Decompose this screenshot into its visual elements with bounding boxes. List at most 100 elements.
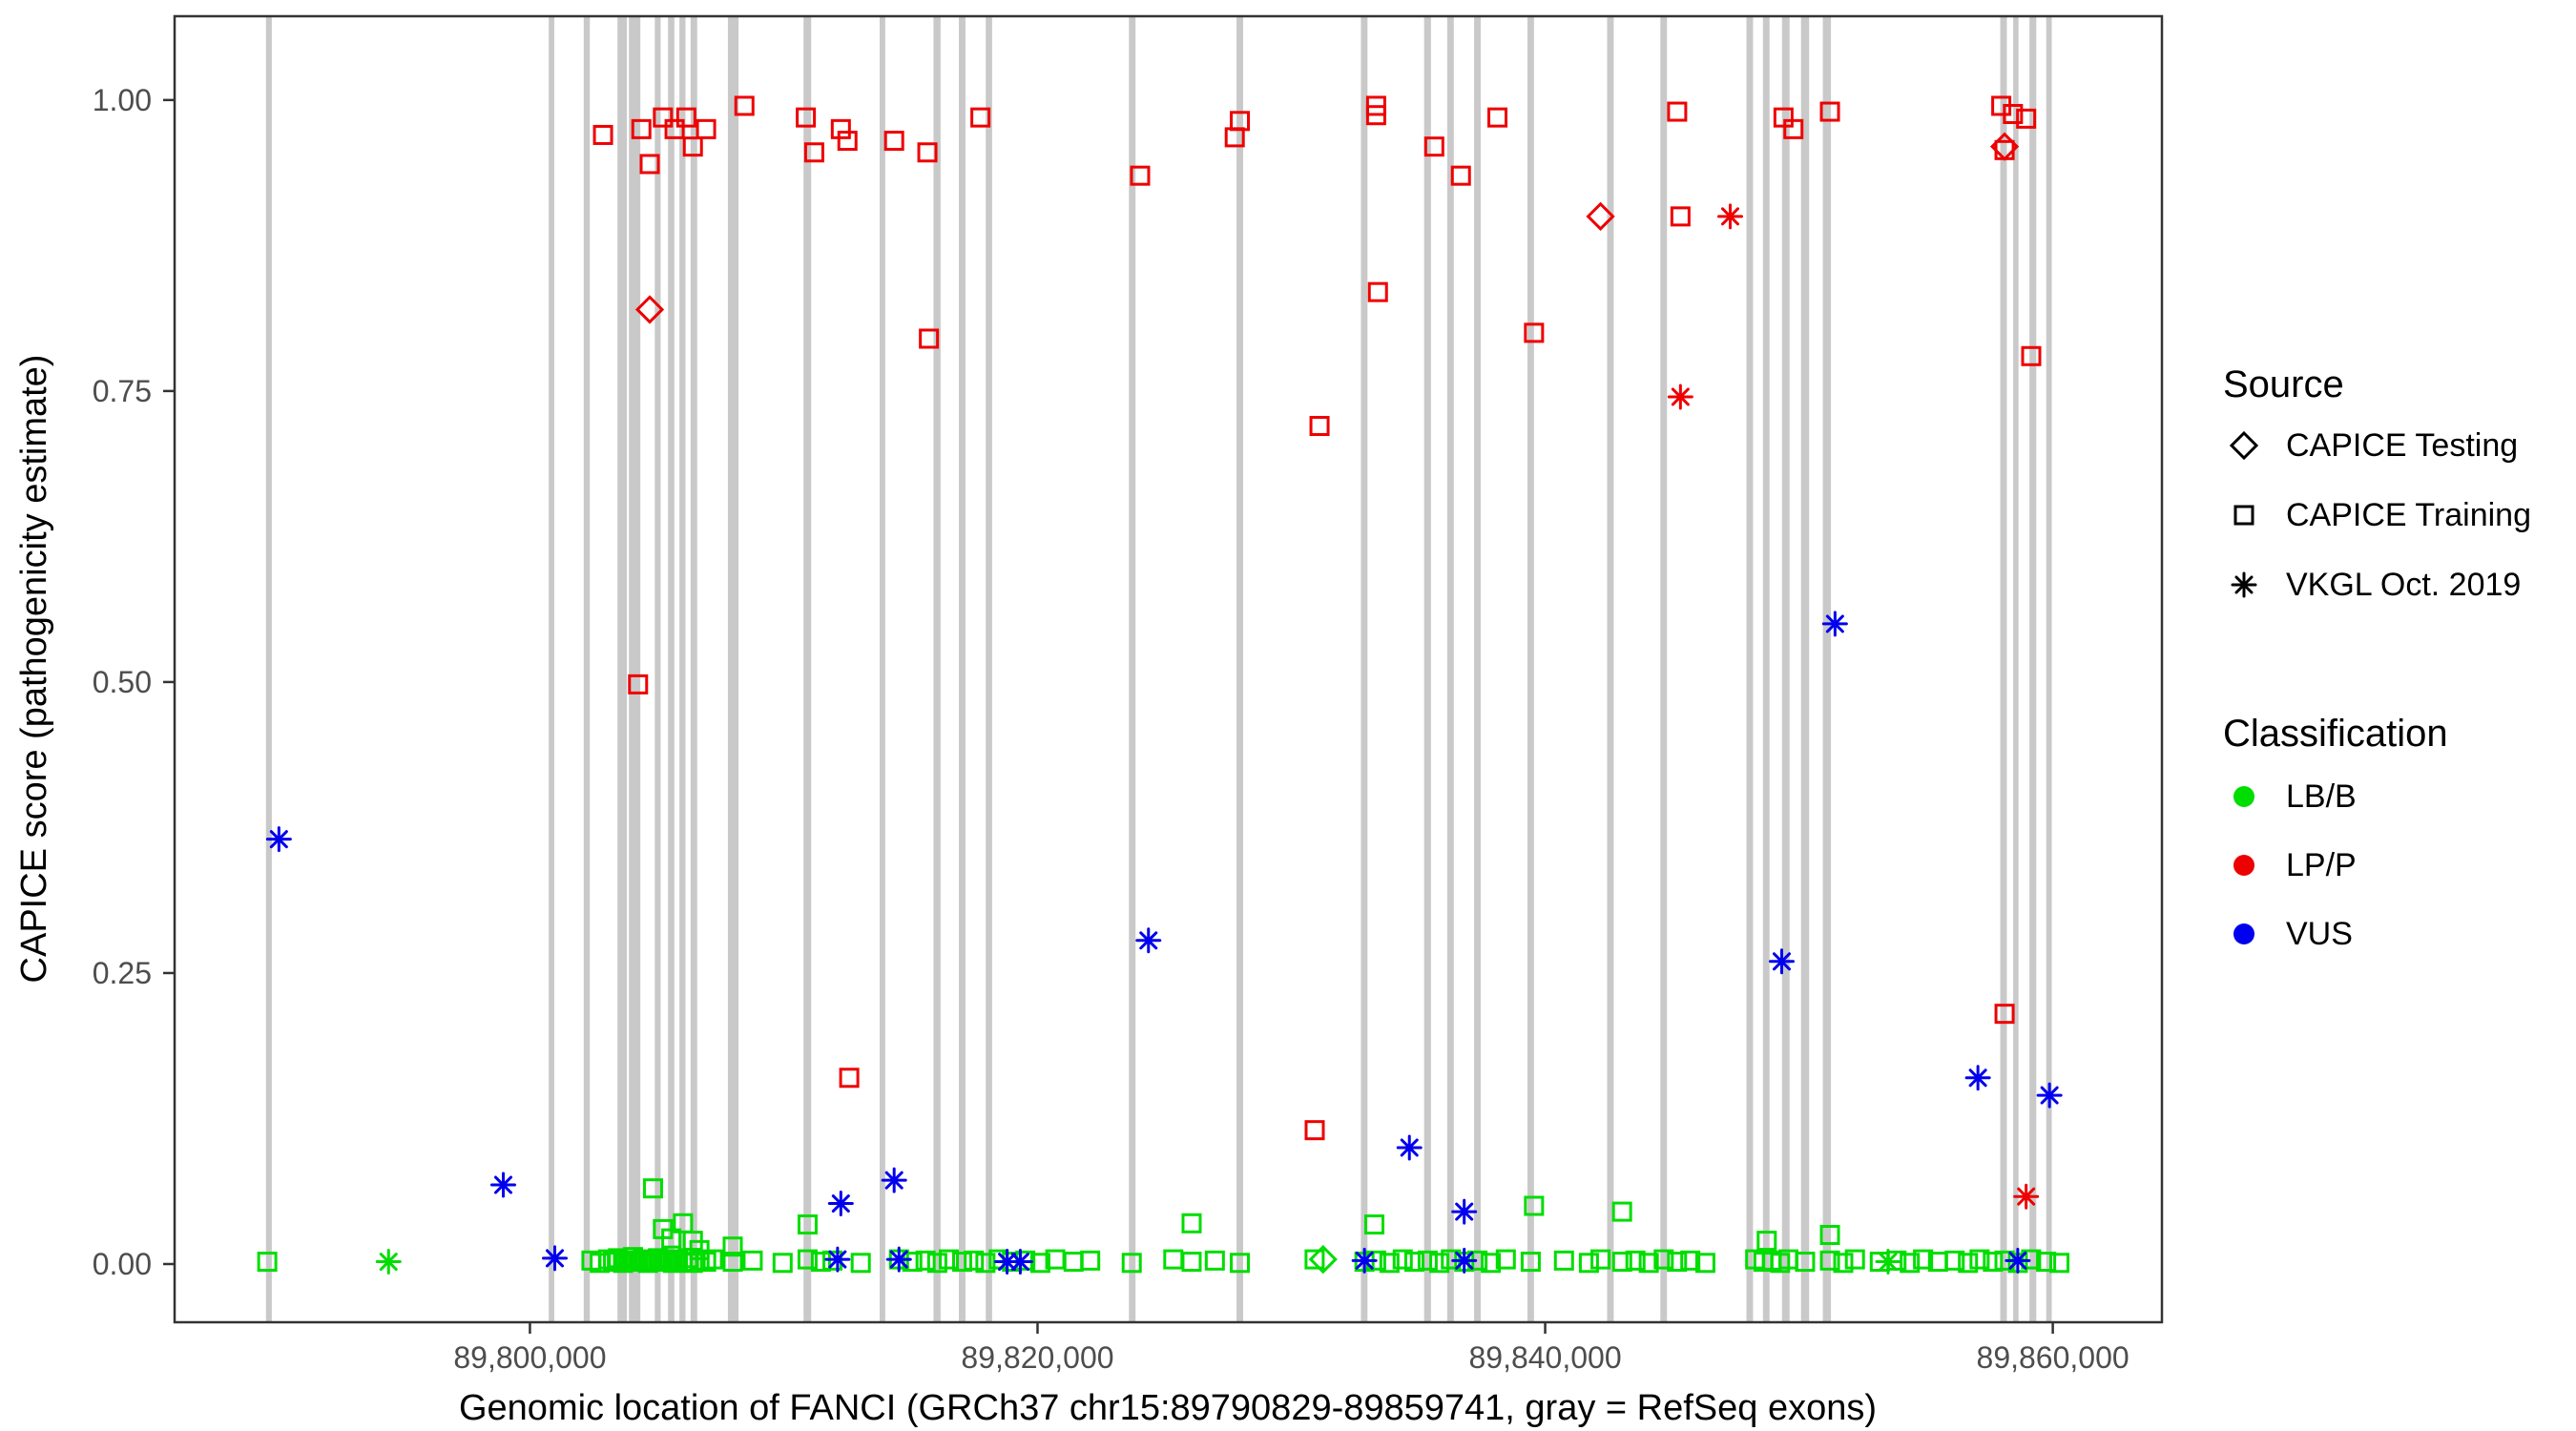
legend-source-item: VKGL Oct. 2019 bbox=[2231, 567, 2521, 603]
exon-bar bbox=[933, 16, 941, 1322]
legend-color-dot bbox=[2233, 786, 2254, 807]
point-square bbox=[975, 1253, 996, 1274]
point-square bbox=[2036, 1252, 2057, 1273]
point-square bbox=[830, 118, 851, 139]
exon-bar bbox=[1781, 16, 1790, 1322]
point-square bbox=[1367, 281, 1388, 302]
point-square bbox=[1481, 1253, 1502, 1274]
point-square bbox=[797, 1214, 818, 1235]
point-square bbox=[1783, 118, 1804, 139]
point-square bbox=[839, 1068, 860, 1089]
point-square bbox=[2021, 345, 2042, 366]
exon-bar bbox=[2013, 16, 2019, 1322]
point-square bbox=[1304, 1249, 1325, 1270]
point-square bbox=[951, 1252, 972, 1273]
point-square bbox=[1994, 139, 2015, 160]
asterisk-stroke bbox=[1772, 952, 1791, 971]
x-tick-label: 89,860,000 bbox=[1977, 1340, 2129, 1375]
point-square bbox=[722, 1252, 743, 1273]
exon-bar bbox=[1361, 16, 1368, 1322]
y-tick-label: 0.75 bbox=[93, 374, 152, 408]
asterisk-stroke bbox=[1455, 1251, 1474, 1270]
point-square bbox=[592, 124, 613, 145]
exon-bar bbox=[1607, 16, 1614, 1322]
point-asterisk bbox=[1667, 384, 1693, 410]
asterisk-stroke bbox=[1968, 1068, 1987, 1088]
point-square bbox=[682, 136, 703, 157]
point-square bbox=[1450, 165, 1471, 186]
asterisk-stroke bbox=[1455, 1202, 1474, 1221]
point-square bbox=[1994, 1004, 2015, 1025]
exon-bar bbox=[668, 16, 675, 1322]
legend-classification-label: VUS bbox=[2286, 916, 2353, 952]
point-asterisk bbox=[1351, 1247, 1378, 1274]
exon-bar bbox=[1236, 16, 1243, 1322]
panel-border bbox=[173, 14, 2164, 1324]
point-asterisk bbox=[2013, 1183, 2040, 1210]
point-square bbox=[1524, 322, 1545, 343]
point-square bbox=[1204, 1250, 1225, 1271]
point-asterisk bbox=[2005, 1247, 2031, 1274]
point-square bbox=[1638, 1253, 1659, 1274]
point-square bbox=[1230, 111, 1251, 132]
legend-source-label: VKGL Oct. 2019 bbox=[2286, 567, 2521, 603]
point-asterisk bbox=[1396, 1134, 1423, 1161]
point-square bbox=[1392, 1249, 1413, 1270]
exon-bar bbox=[265, 16, 272, 1322]
point-square bbox=[631, 118, 652, 139]
asterisk-stroke bbox=[1010, 1253, 1029, 1272]
legend-color-dot bbox=[2233, 855, 2254, 876]
point-square bbox=[1524, 1195, 1545, 1216]
point-square bbox=[1423, 136, 1444, 157]
point-square bbox=[722, 1236, 743, 1257]
point-square bbox=[772, 1253, 793, 1274]
exon-bar bbox=[583, 16, 591, 1322]
exon-bar bbox=[617, 16, 628, 1322]
x-tick-label: 89,800,000 bbox=[453, 1340, 606, 1375]
asterisk-stroke bbox=[1355, 1251, 1374, 1270]
asterisk-stroke bbox=[2234, 575, 2254, 594]
point-square bbox=[1304, 1120, 1325, 1141]
y-axis-title: CAPICE score (pathogenicity estimate) bbox=[14, 355, 54, 984]
exon-bar bbox=[1129, 16, 1136, 1322]
point-square bbox=[1309, 415, 1330, 436]
legend-source-label: CAPICE Training bbox=[2286, 497, 2531, 533]
point-asterisk bbox=[2036, 1082, 2063, 1109]
point-square bbox=[797, 1249, 818, 1270]
point-asterisk bbox=[1451, 1247, 1478, 1274]
point-square bbox=[1819, 1224, 1840, 1245]
point-square bbox=[1913, 1249, 1934, 1270]
point-square bbox=[1667, 101, 1688, 122]
point-square bbox=[1756, 1231, 1777, 1252]
legend-source-title: Source bbox=[2223, 363, 2344, 405]
point-square bbox=[734, 95, 755, 116]
exon-bar bbox=[1822, 16, 1832, 1322]
asterisk-stroke bbox=[1400, 1138, 1419, 1157]
asterisk-stroke bbox=[2008, 1251, 2027, 1270]
asterisk-stroke bbox=[379, 1253, 398, 1272]
asterisk-stroke bbox=[1879, 1253, 1898, 1272]
asterisk-stroke bbox=[831, 1194, 850, 1213]
exon-bar bbox=[1446, 16, 1454, 1322]
legend-source-label: CAPICE Testing bbox=[2286, 427, 2518, 464]
legend-source-item: CAPICE Testing bbox=[2229, 427, 2518, 464]
point-diamond bbox=[1308, 1244, 1338, 1275]
point-square bbox=[257, 1252, 278, 1273]
point-square bbox=[1844, 1249, 1865, 1270]
asterisk-stroke bbox=[828, 1250, 847, 1269]
point-square bbox=[1958, 1253, 1979, 1274]
x-axis-title: Genomic location of FANCI (GRCh37 chr15:… bbox=[459, 1388, 1877, 1428]
series-asterisk-lpp bbox=[1667, 203, 2040, 1210]
y-tick-label: 0.50 bbox=[93, 665, 152, 699]
asterisk-stroke bbox=[1825, 614, 1844, 633]
point-square bbox=[1969, 1249, 1990, 1270]
point-square bbox=[1819, 101, 1840, 122]
exon-bar bbox=[1423, 16, 1431, 1322]
exon-bar bbox=[654, 16, 661, 1322]
point-square bbox=[1900, 1253, 1921, 1274]
asterisk-stroke bbox=[884, 1171, 904, 1190]
y-tick-label: 1.00 bbox=[93, 83, 152, 117]
point-square bbox=[1590, 1249, 1611, 1270]
point-asterisk bbox=[1451, 1198, 1478, 1225]
exon-bar bbox=[1762, 16, 1770, 1322]
